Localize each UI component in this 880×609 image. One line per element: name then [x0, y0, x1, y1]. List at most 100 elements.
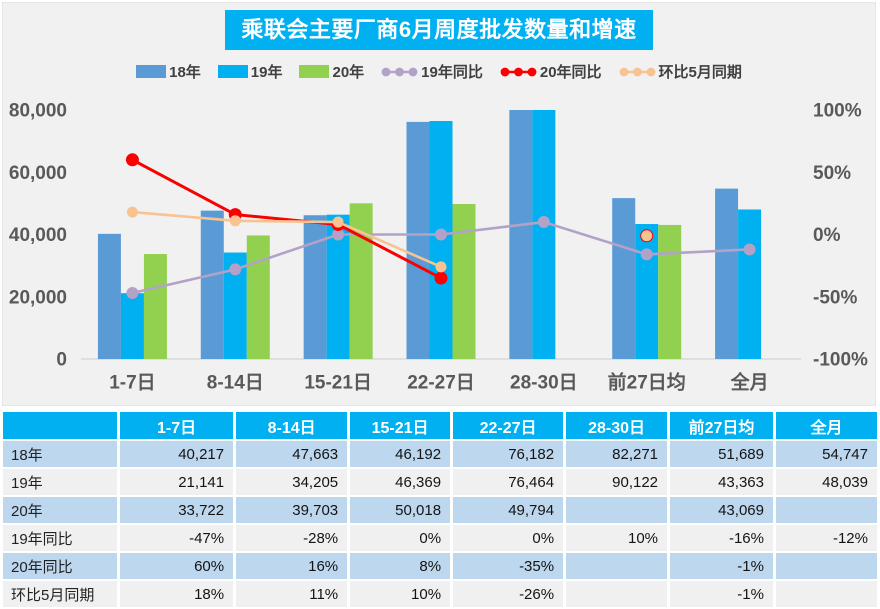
- table-cell: 46,192: [350, 441, 451, 467]
- table-row-18年: 18年 40,217 47,663 46,192 76,182 82,271 51,689 5…: [3, 441, 877, 467]
- marker-19年同比-8-14日: [229, 263, 242, 276]
- y-axis-left-tick-label: 80,000: [9, 101, 67, 122]
- row-label: 20年: [3, 497, 118, 523]
- table-cell: 34,205: [236, 469, 348, 495]
- table-cell: 48,039: [775, 469, 877, 495]
- table-header-cell: 15-21日: [350, 412, 451, 439]
- y-axis-left-tick-label: 20,000: [9, 287, 67, 308]
- legend-item-20年同比: 20年同比: [500, 61, 602, 82]
- table-cell: 82,271: [566, 441, 668, 467]
- table-cell: 60%: [120, 553, 234, 579]
- row-label: 19年: [3, 469, 118, 495]
- marker-19年同比-前27日均: [640, 248, 653, 261]
- row-label: 20年同比: [3, 553, 118, 579]
- marker-20年同比-1-7日: [125, 153, 139, 167]
- y-axis-left-tick-label: 0: [56, 350, 67, 371]
- row-label: 环比5月同期: [3, 581, 118, 607]
- marker-19年同比-全月: [743, 243, 756, 256]
- chart-panel: 乘联会主要厂商6月周度批发数量和增速 18年 19年 20年 19年同比 20年同比 环比…: [2, 2, 876, 406]
- bar-18年-28-30日: [509, 110, 533, 359]
- table-cell: 11%: [236, 581, 348, 607]
- table-cell: 8%: [350, 553, 451, 579]
- legend-item-18年: 18年: [136, 61, 201, 82]
- data-table-section: 1-7日 8-14日 15-21日 22-27日 28-30日 前27日均 全月 18年 40…: [0, 410, 880, 609]
- table-row-20年同比: 20年同比 60% 16% 8% -35% -1%: [3, 553, 877, 579]
- bar-20年-1-7日: [143, 254, 167, 359]
- bar-19年-前27日均: [635, 224, 659, 359]
- table-cell: [566, 497, 668, 523]
- table-cell: 47,663: [236, 441, 348, 467]
- table-cell: -16%: [670, 525, 773, 551]
- legend-item-20年: 20年: [299, 61, 364, 82]
- bar-18年-前27日均: [612, 198, 636, 359]
- table-header-cell: 前27日均: [670, 412, 773, 439]
- table-cell: [775, 497, 877, 523]
- marker-19年同比-28-30日: [537, 216, 550, 229]
- chart-title: 乘联会主要厂商6月周度批发数量和增速: [225, 10, 653, 51]
- table-cell: 40,217: [120, 441, 234, 467]
- bar-18年-全月: [715, 188, 739, 359]
- table-cell: 46,369: [350, 469, 451, 495]
- table-cell: [566, 553, 668, 579]
- bar-19年-28-30日: [532, 110, 556, 359]
- y-axis-right-tick-label: 50%: [813, 163, 851, 184]
- table-cell: 51,689: [670, 441, 773, 467]
- legend-line-swatch-icon: [619, 67, 655, 76]
- table-header-cell: 8-14日: [236, 412, 348, 439]
- row-label: 18年: [3, 441, 118, 467]
- title-row: 乘联会主要厂商6月周度批发数量和增速: [3, 10, 875, 51]
- bar-19年-全月: [738, 209, 762, 359]
- table-cell: -12%: [775, 525, 877, 551]
- table-cell: -28%: [236, 525, 348, 551]
- table-cell: 76,464: [453, 469, 564, 495]
- table-cell: 0%: [350, 525, 451, 551]
- bar-18年-8-14日: [200, 210, 224, 359]
- table-cell: 39,703: [236, 497, 348, 523]
- x-axis-category-label: 前27日均: [608, 371, 686, 394]
- legend-item-19年: 19年: [217, 61, 282, 82]
- bar-19年-8-14日: [223, 252, 247, 359]
- x-axis-category-label: 8-14日: [207, 373, 264, 394]
- table-cell: -1%: [670, 553, 773, 579]
- table-cell: 49,794: [453, 497, 564, 523]
- bar-19年-15-21日: [326, 214, 350, 359]
- x-axis-category-label: 28-30日: [510, 373, 578, 394]
- bar-18年-15-21日: [303, 215, 327, 359]
- legend-label: 环比5月同期: [658, 64, 742, 81]
- table-body: 18年 40,217 47,663 46,192 76,182 82,271 51,689 5…: [3, 441, 877, 607]
- table-cell: 0%: [453, 525, 564, 551]
- table-header-cell: [3, 412, 118, 439]
- legend-bar-swatch-icon: [299, 65, 330, 78]
- table-cell: 76,182: [453, 441, 564, 467]
- marker-环比5月同期-8-14日: [229, 215, 241, 227]
- table-cell: 43,069: [670, 497, 773, 523]
- marker-20年同比-22-27日: [434, 271, 448, 285]
- table-cell: -47%: [120, 525, 234, 551]
- table-cell: -26%: [453, 581, 564, 607]
- table-cell: -35%: [453, 553, 564, 579]
- legend-line-swatch-icon: [381, 67, 418, 76]
- y-axis-left-tick-label: 40,000: [9, 225, 67, 246]
- table-cell: 16%: [236, 553, 348, 579]
- combo-chart: 0 20,000 40,000 60,000 80,000 -100% -50% 0% 50% 1…: [9, 101, 868, 394]
- table-header-cell: 全月: [775, 412, 877, 439]
- x-axis-category-label: 全月: [730, 371, 769, 394]
- row-label: 19年同比: [3, 525, 118, 551]
- legend-label: 20年: [332, 64, 365, 81]
- table-cell: 50,018: [350, 497, 451, 523]
- y-axis-right-tick-label: -100%: [813, 350, 868, 371]
- table-header-cell: 28-30日: [566, 412, 668, 439]
- table-header-cell: 1-7日: [120, 412, 234, 439]
- table-header: 1-7日 8-14日 15-21日 22-27日 28-30日 前27日均 全月: [3, 412, 877, 439]
- table-cell: [566, 581, 668, 607]
- marker-19年同比-15-21日: [332, 228, 345, 241]
- legend-item-19年同比: 19年同比: [381, 61, 483, 82]
- legend-label: 19年同比: [421, 64, 483, 81]
- legend-bar-swatch-icon: [136, 65, 167, 78]
- bar-20年-22-27日: [452, 204, 476, 359]
- legend-line-swatch-icon: [500, 67, 537, 76]
- bar-19年-1-7日: [120, 293, 144, 359]
- line-环比5月同期: [131, 210, 443, 269]
- y-axis-right-tick-label: 0%: [813, 225, 841, 246]
- table-header-row: 1-7日 8-14日 15-21日 22-27日 28-30日 前27日均 全月: [3, 412, 877, 439]
